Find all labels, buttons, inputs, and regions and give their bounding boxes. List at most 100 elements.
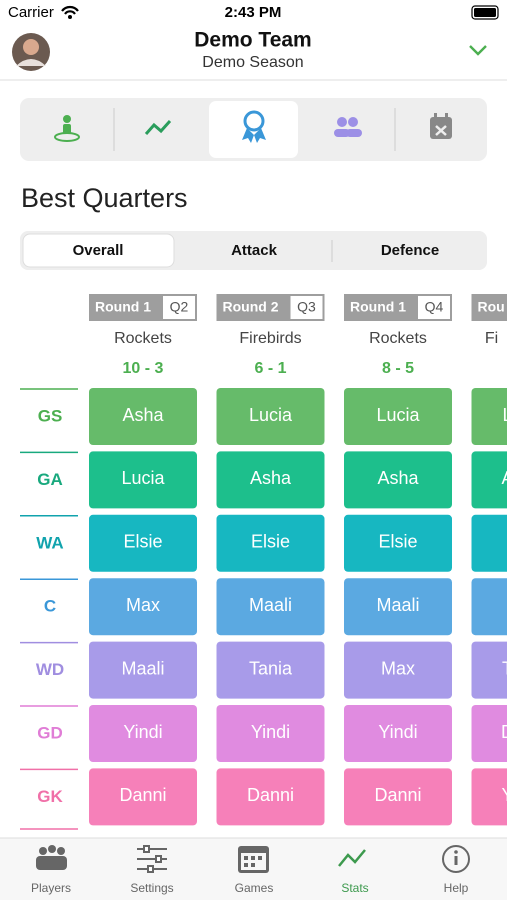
score: 10 - 3: [123, 360, 164, 377]
player-name[interactable]: Asha: [122, 405, 164, 425]
player-card[interactable]: [471, 641, 507, 699]
player-card[interactable]: [471, 705, 507, 762]
player-name[interactable]: Danni: [247, 785, 294, 805]
player-card[interactable]: [216, 388, 325, 445]
player-name[interactable]: Danni: [119, 785, 166, 805]
battery: [471, 5, 499, 20]
wifi-icon: [61, 5, 79, 15]
player-name[interactable]: Lucia: [121, 468, 165, 488]
player-card[interactable]: [89, 578, 197, 636]
position-label: GA: [37, 470, 63, 489]
player-card[interactable]: [471, 768, 507, 826]
tab-label[interactable]: Help: [444, 881, 469, 895]
tab-label[interactable]: Stats: [341, 881, 368, 895]
selected-segment: [22, 233, 175, 268]
player-name[interactable]: Lucia: [376, 405, 420, 425]
tool-trend[interactable]: [144, 119, 172, 135]
player-name[interactable]: Max: [126, 595, 160, 615]
player-card[interactable]: [89, 705, 197, 762]
player-card[interactable]: [344, 578, 452, 636]
round-badge: [471, 294, 507, 321]
tab-icon-help: [442, 845, 470, 873]
player-card[interactable]: [89, 514, 197, 572]
player-name[interactable]: Danni: [374, 785, 421, 805]
player-name[interactable]: Maali: [249, 595, 292, 615]
player-card[interactable]: [344, 514, 452, 572]
player-name[interactable]: Yindi: [123, 722, 162, 742]
season-subtitle: Demo Season: [202, 54, 303, 71]
player-name[interactable]: Elsie: [123, 532, 162, 552]
player-card[interactable]: [471, 388, 507, 445]
team-title[interactable]: Demo Team: [194, 29, 311, 52]
quarter-label: Q4: [425, 299, 444, 315]
player-card[interactable]: [216, 705, 325, 762]
player-card[interactable]: [216, 514, 325, 572]
player-card[interactable]: [471, 451, 507, 509]
tab-label[interactable]: Players: [31, 881, 71, 895]
player-card[interactable]: [89, 641, 197, 699]
player-name[interactable]: T: [502, 658, 507, 678]
player-card[interactable]: [344, 388, 452, 445]
score: 6 - 1: [254, 360, 286, 377]
round-label: Round 1: [350, 299, 406, 315]
player-name[interactable]: Elsie: [378, 532, 417, 552]
quarter-badge: [288, 294, 325, 321]
player-name[interactable]: Asha: [250, 468, 292, 488]
tool-award[interactable]: [242, 110, 266, 143]
player-card[interactable]: [344, 705, 452, 762]
player-name[interactable]: Maali: [121, 658, 164, 678]
opponent-name: Fi: [485, 330, 498, 347]
player-name[interactable]: Elsie: [251, 532, 290, 552]
position-label: WD: [36, 660, 64, 679]
tool-position[interactable]: [54, 115, 80, 142]
player-card[interactable]: [216, 641, 325, 699]
player-name[interactable]: Yindi: [251, 722, 290, 742]
player-name[interactable]: D: [501, 722, 507, 742]
opponent-name: Rockets: [114, 330, 172, 347]
player-name[interactable]: Yindi: [378, 722, 417, 742]
player-card[interactable]: [216, 768, 325, 826]
section-title: Best Quarters: [21, 183, 188, 213]
position-label: GS: [38, 406, 63, 425]
player-name[interactable]: L: [502, 405, 507, 425]
segment-label[interactable]: Defence: [381, 242, 439, 259]
round-label: Round 1: [95, 299, 151, 315]
player-card[interactable]: [89, 451, 197, 509]
round-badge: [89, 294, 161, 321]
player-card[interactable]: [216, 578, 325, 636]
player-card[interactable]: [216, 451, 325, 509]
quarter-badge: [161, 294, 197, 321]
player-name[interactable]: Tania: [249, 658, 293, 678]
round-label: Rou: [478, 299, 505, 315]
avatar-face: [23, 39, 39, 55]
player-card[interactable]: [89, 768, 197, 826]
player-card[interactable]: [471, 514, 507, 572]
wifi-dot: [68, 15, 72, 19]
player-card[interactable]: [344, 768, 452, 826]
quarter-label: Q2: [170, 299, 189, 315]
player-card[interactable]: [89, 388, 197, 445]
player-name[interactable]: Asha: [377, 468, 419, 488]
player-name[interactable]: A: [501, 468, 507, 488]
tab-icon-settings: [137, 845, 167, 873]
player-name[interactable]: Maali: [376, 595, 419, 615]
team-dropdown[interactable]: [469, 45, 487, 56]
player-name[interactable]: Y: [501, 785, 507, 805]
player-card[interactable]: [471, 578, 507, 636]
segment-label[interactable]: Attack: [231, 242, 278, 259]
tab-icon-stats: [338, 849, 366, 867]
position-label: WA: [36, 533, 63, 552]
player-card[interactable]: [344, 641, 452, 699]
score: 8 - 5: [382, 360, 414, 377]
segment-label[interactable]: Overall: [73, 242, 124, 259]
tab-label[interactable]: Settings: [130, 881, 173, 895]
player-name[interactable]: Max: [381, 658, 415, 678]
tab-label[interactable]: Games: [235, 881, 274, 895]
player-name[interactable]: Lucia: [249, 405, 293, 425]
tool-players[interactable]: [334, 117, 362, 137]
battery-level: [474, 8, 496, 17]
position-label: GK: [37, 787, 63, 806]
tool-calendar[interactable]: [430, 113, 452, 139]
player-card[interactable]: [344, 451, 452, 509]
